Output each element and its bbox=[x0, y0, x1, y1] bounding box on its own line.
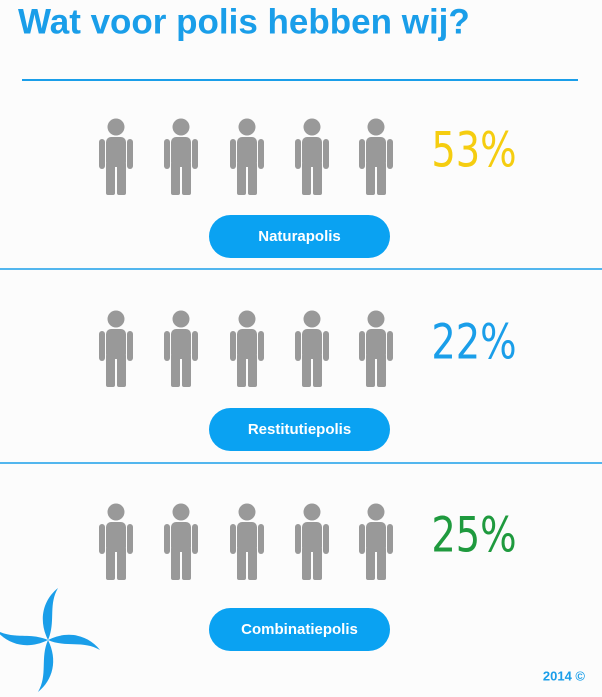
value-label: 22% bbox=[431, 316, 516, 371]
category-button bbox=[209, 215, 390, 258]
category-label: Naturapolis bbox=[258, 228, 341, 245]
category-button bbox=[209, 408, 390, 451]
value-label: 25% bbox=[431, 509, 516, 564]
category-label: Combinatiepolis bbox=[241, 621, 358, 638]
logo bbox=[0, 588, 100, 692]
category-label: Restitutiepolis bbox=[248, 421, 351, 438]
footer: 2014 © bbox=[543, 668, 586, 683]
value-label: 53% bbox=[431, 124, 516, 179]
chart-title: Wat voor polis hebben wij? bbox=[18, 2, 470, 41]
category-button bbox=[209, 608, 390, 651]
